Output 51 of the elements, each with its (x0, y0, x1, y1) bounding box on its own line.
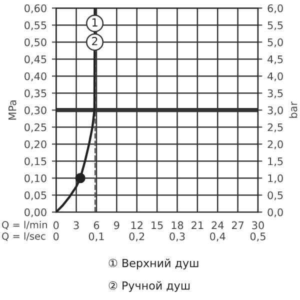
y-tick-label: 0,25 (24, 123, 46, 132)
x2-tick-label: 0,5 (250, 232, 266, 242)
y-tick-label: 0,35 (24, 89, 46, 98)
y2-tick-label: 4,5 (268, 55, 283, 64)
y2-tick-label: 0,5 (268, 191, 283, 200)
x-axis-title: Q = l/min (2, 220, 47, 230)
y-tick-label: 0,30 (24, 106, 46, 116)
y-tick-label: 0,40 (24, 72, 46, 82)
x-tick-label: 12 (131, 221, 142, 230)
x-tick-label: 6 (94, 221, 100, 230)
x2-tick-label: 0,2 (129, 232, 144, 242)
x-tick-label: 15 (152, 221, 163, 230)
x-tick-label: 24 (212, 221, 224, 230)
y2-axis-title: bar (289, 101, 298, 118)
y2-tick-label: 2,5 (268, 123, 283, 132)
x-tick-label: 27 (232, 221, 244, 230)
text: ① Верхний душ (108, 258, 198, 270)
y2-tick-label: 4,0 (268, 72, 283, 82)
y-tick-label: 0,45 (24, 55, 46, 64)
y2-tick-label: 6,0 (268, 4, 283, 14)
x2-axis-title: Q = l/sec (2, 232, 46, 241)
y2-tick-label: 1,0 (268, 174, 283, 184)
y-tick-label: 0,00 (24, 208, 46, 218)
y2-tick-label: 2,0 (268, 140, 283, 150)
x-tick-label: 18 (172, 221, 184, 230)
y-tick-label: 0,50 (24, 38, 46, 48)
text: ② Ручной душ (108, 281, 190, 292)
x2-tick-label: 0,4 (210, 232, 226, 242)
y2-tick-label: 5,5 (268, 21, 283, 30)
x-tick-label: 3 (74, 221, 79, 230)
y-tick-label: 0,55 (24, 21, 46, 30)
y-tick-label: 0,10 (24, 174, 46, 184)
y2-tick-label: 5,0 (268, 38, 283, 48)
x-tick-label: 30 (252, 221, 264, 230)
x2-tick-label: 0 (53, 232, 59, 240)
y-tick-label: 0,15 (24, 157, 46, 166)
x-tick-label: 9 (114, 221, 120, 230)
x2-tick-label: 0,3 (170, 232, 185, 242)
y2-tick-label: 3,0 (268, 106, 283, 116)
y2-tick-label: 1,5 (268, 157, 283, 166)
annotation: 1 (92, 18, 98, 26)
y-axis-title: MPa (8, 100, 16, 120)
annotation: 2 (92, 36, 98, 46)
x-tick-label: 21 (192, 221, 204, 230)
x2-tick-label: 0,1 (88, 232, 104, 242)
y2-tick-label: 3,5 (268, 89, 283, 98)
y2-tick-label: 0,0 (268, 208, 283, 218)
y-tick-label: 0,20 (24, 140, 46, 150)
x-tick-label: 0 (53, 221, 59, 230)
y-tick-label: 0,60 (24, 4, 46, 14)
y-tick-label: 0,05 (24, 191, 46, 200)
